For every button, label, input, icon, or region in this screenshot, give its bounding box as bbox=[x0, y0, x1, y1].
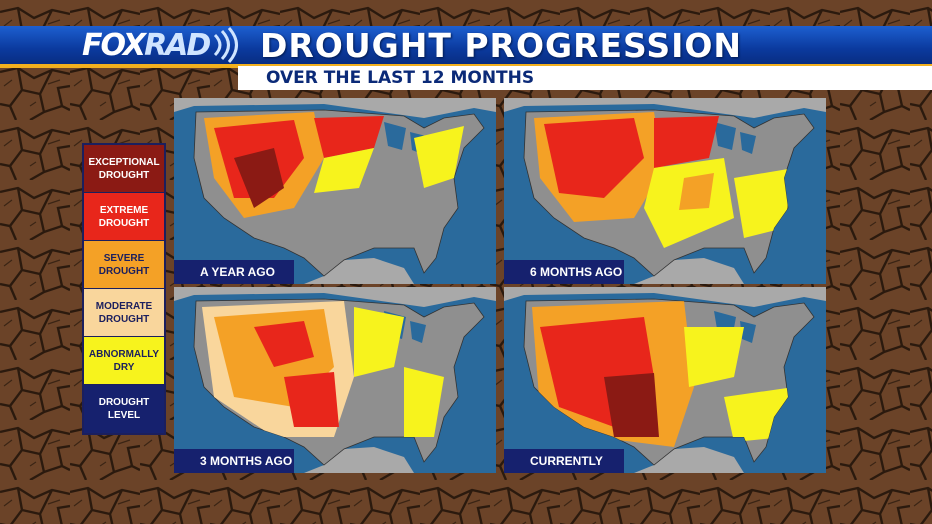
drought-map-6-months-ago bbox=[504, 98, 826, 284]
page-title: DROUGHT PROGRESSION bbox=[260, 26, 743, 65]
radar-waves-icon bbox=[214, 27, 239, 63]
foxrad-logo: FOX RAD bbox=[82, 26, 239, 64]
map-panel-6-months-ago: 6 MONTHS AGO bbox=[504, 98, 826, 284]
subtitle-bar bbox=[238, 66, 932, 90]
page-subtitle: OVER THE LAST 12 MONTHS bbox=[266, 68, 535, 88]
header-banner bbox=[0, 26, 932, 64]
panel-label: CURRENTLY bbox=[504, 449, 624, 473]
logo-fox-text: FOX bbox=[82, 27, 146, 63]
logo-rad-text: RAD bbox=[144, 27, 211, 63]
legend-item: MODERATE DROUGHT bbox=[84, 289, 164, 337]
map-panel-3-months-ago: 3 MONTHS AGO bbox=[174, 287, 496, 473]
legend-item: EXCEPTIONAL DROUGHT bbox=[84, 145, 164, 193]
legend-item: EXTREME DROUGHT bbox=[84, 193, 164, 241]
legend-item: ABNORMALLY DRY bbox=[84, 337, 164, 385]
legend-item: SEVERE DROUGHT bbox=[84, 241, 164, 289]
drought-map-year-ago bbox=[174, 98, 496, 284]
drought-legend: EXCEPTIONAL DROUGHT EXTREME DROUGHT SEVERE… bbox=[82, 143, 166, 435]
panel-label: 6 MONTHS AGO bbox=[504, 260, 624, 284]
panel-label: 3 MONTHS AGO bbox=[174, 449, 294, 473]
map-panel-currently: CURRENTLY bbox=[504, 287, 826, 473]
panel-label: A YEAR AGO bbox=[174, 260, 294, 284]
legend-item: DROUGHT LEVEL bbox=[84, 385, 164, 433]
drought-map-3-months-ago bbox=[174, 287, 496, 473]
drought-map-currently bbox=[504, 287, 826, 473]
map-panel-year-ago: A YEAR AGO bbox=[174, 98, 496, 284]
